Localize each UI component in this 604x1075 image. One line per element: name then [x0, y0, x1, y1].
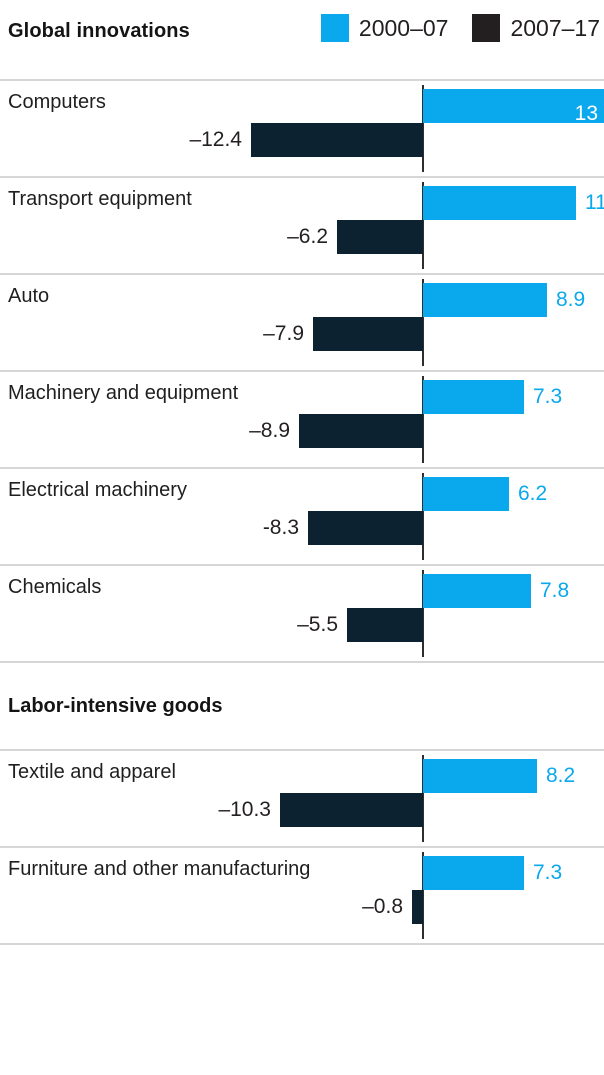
- bar-row: Machinery and equipment 7.3 –8.9: [0, 372, 604, 469]
- bar-value-2007-17: -8.3: [262, 516, 299, 539]
- bar-row: Electrical machinery 6.2 -8.3: [0, 469, 604, 566]
- bar-row: Furniture and other manufacturing 7.3 –0.8: [0, 848, 604, 945]
- category-label: Chemicals: [8, 576, 102, 598]
- bar-2007-17: [337, 220, 423, 254]
- legend-label-2007-17: 2007–17: [510, 14, 600, 41]
- bar-2007-17: [308, 511, 423, 545]
- bar-value-2000-07: 7.3: [533, 385, 563, 408]
- bar-row: Textile and apparel 8.2 –10.3: [0, 751, 604, 848]
- bar-value-2007-17: –7.9: [263, 322, 304, 345]
- legend-label-2000-07: 2000–07: [358, 14, 449, 41]
- bar-row: Auto 8.9 –7.9: [0, 275, 604, 372]
- bar-2007-17: [299, 414, 423, 448]
- bar-value-2007-17: –8.9: [249, 419, 290, 442]
- category-label: Textile and apparel: [8, 761, 176, 783]
- legend-swatch-2000-07: [320, 14, 349, 42]
- category-label: Electrical machinery: [8, 479, 187, 501]
- bar-2007-17: [280, 793, 423, 827]
- bar-value-2000-07: 8.2: [546, 764, 576, 787]
- chart-header: Global innovations 2000–07 2007–17: [0, 0, 604, 81]
- section-title: Labor-intensive goods: [0, 663, 604, 751]
- chart-title: Global innovations: [8, 20, 190, 42]
- bar-value-2007-17: –10.3: [218, 798, 271, 821]
- category-label: Computers: [8, 91, 106, 113]
- bar-row: Chemicals 7.8 –5.5: [0, 566, 604, 663]
- bar-value-2007-17: –12.4: [189, 128, 242, 151]
- category-label: Transport equipment: [8, 188, 192, 210]
- bar-value-2000-07: 11: [585, 191, 604, 214]
- bar-2000-07: [423, 856, 524, 890]
- bar-2007-17: [347, 608, 423, 642]
- bar-2000-07: [423, 186, 576, 220]
- bar-value-2000-07: 6.2: [518, 482, 548, 505]
- bar-value-2007-17: –6.2: [287, 225, 328, 248]
- bar-2007-17: [251, 123, 423, 157]
- bar-2000-07: [423, 477, 509, 511]
- legend-swatch-2007-17: [472, 14, 501, 42]
- category-label: Auto: [8, 285, 50, 307]
- bar-2000-07: [423, 759, 537, 793]
- legend: 2000–07 2007–17: [320, 14, 602, 42]
- bar-value-2007-17: –0.8: [362, 895, 403, 918]
- bar-value-2007-17: –5.5: [297, 613, 338, 636]
- category-label: Machinery and equipment: [8, 382, 239, 404]
- bar-value-2000-07: 7.8: [540, 579, 570, 602]
- bar-row: Computers 13 –12.4: [0, 81, 604, 178]
- bar-row: Transport equipment 11 –6.2: [0, 178, 604, 275]
- bar-2000-07: [423, 283, 547, 317]
- bar-value-2000-07: 7.3: [533, 861, 563, 884]
- bar-2000-07: [423, 380, 524, 414]
- bar-2000-07: [423, 574, 531, 608]
- chart-body: Computers 13 –12.4 Transport equipment 11 –6.…: [0, 81, 604, 945]
- bar-value-2000-07: 8.9: [556, 288, 586, 311]
- bar-2007-17: [313, 317, 423, 351]
- bar-value-2000-07: 13: [574, 102, 598, 125]
- bar-2007-17: [412, 890, 423, 924]
- bar-2000-07: 13: [423, 89, 604, 125]
- category-label: Furniture and other manufacturing: [8, 858, 311, 880]
